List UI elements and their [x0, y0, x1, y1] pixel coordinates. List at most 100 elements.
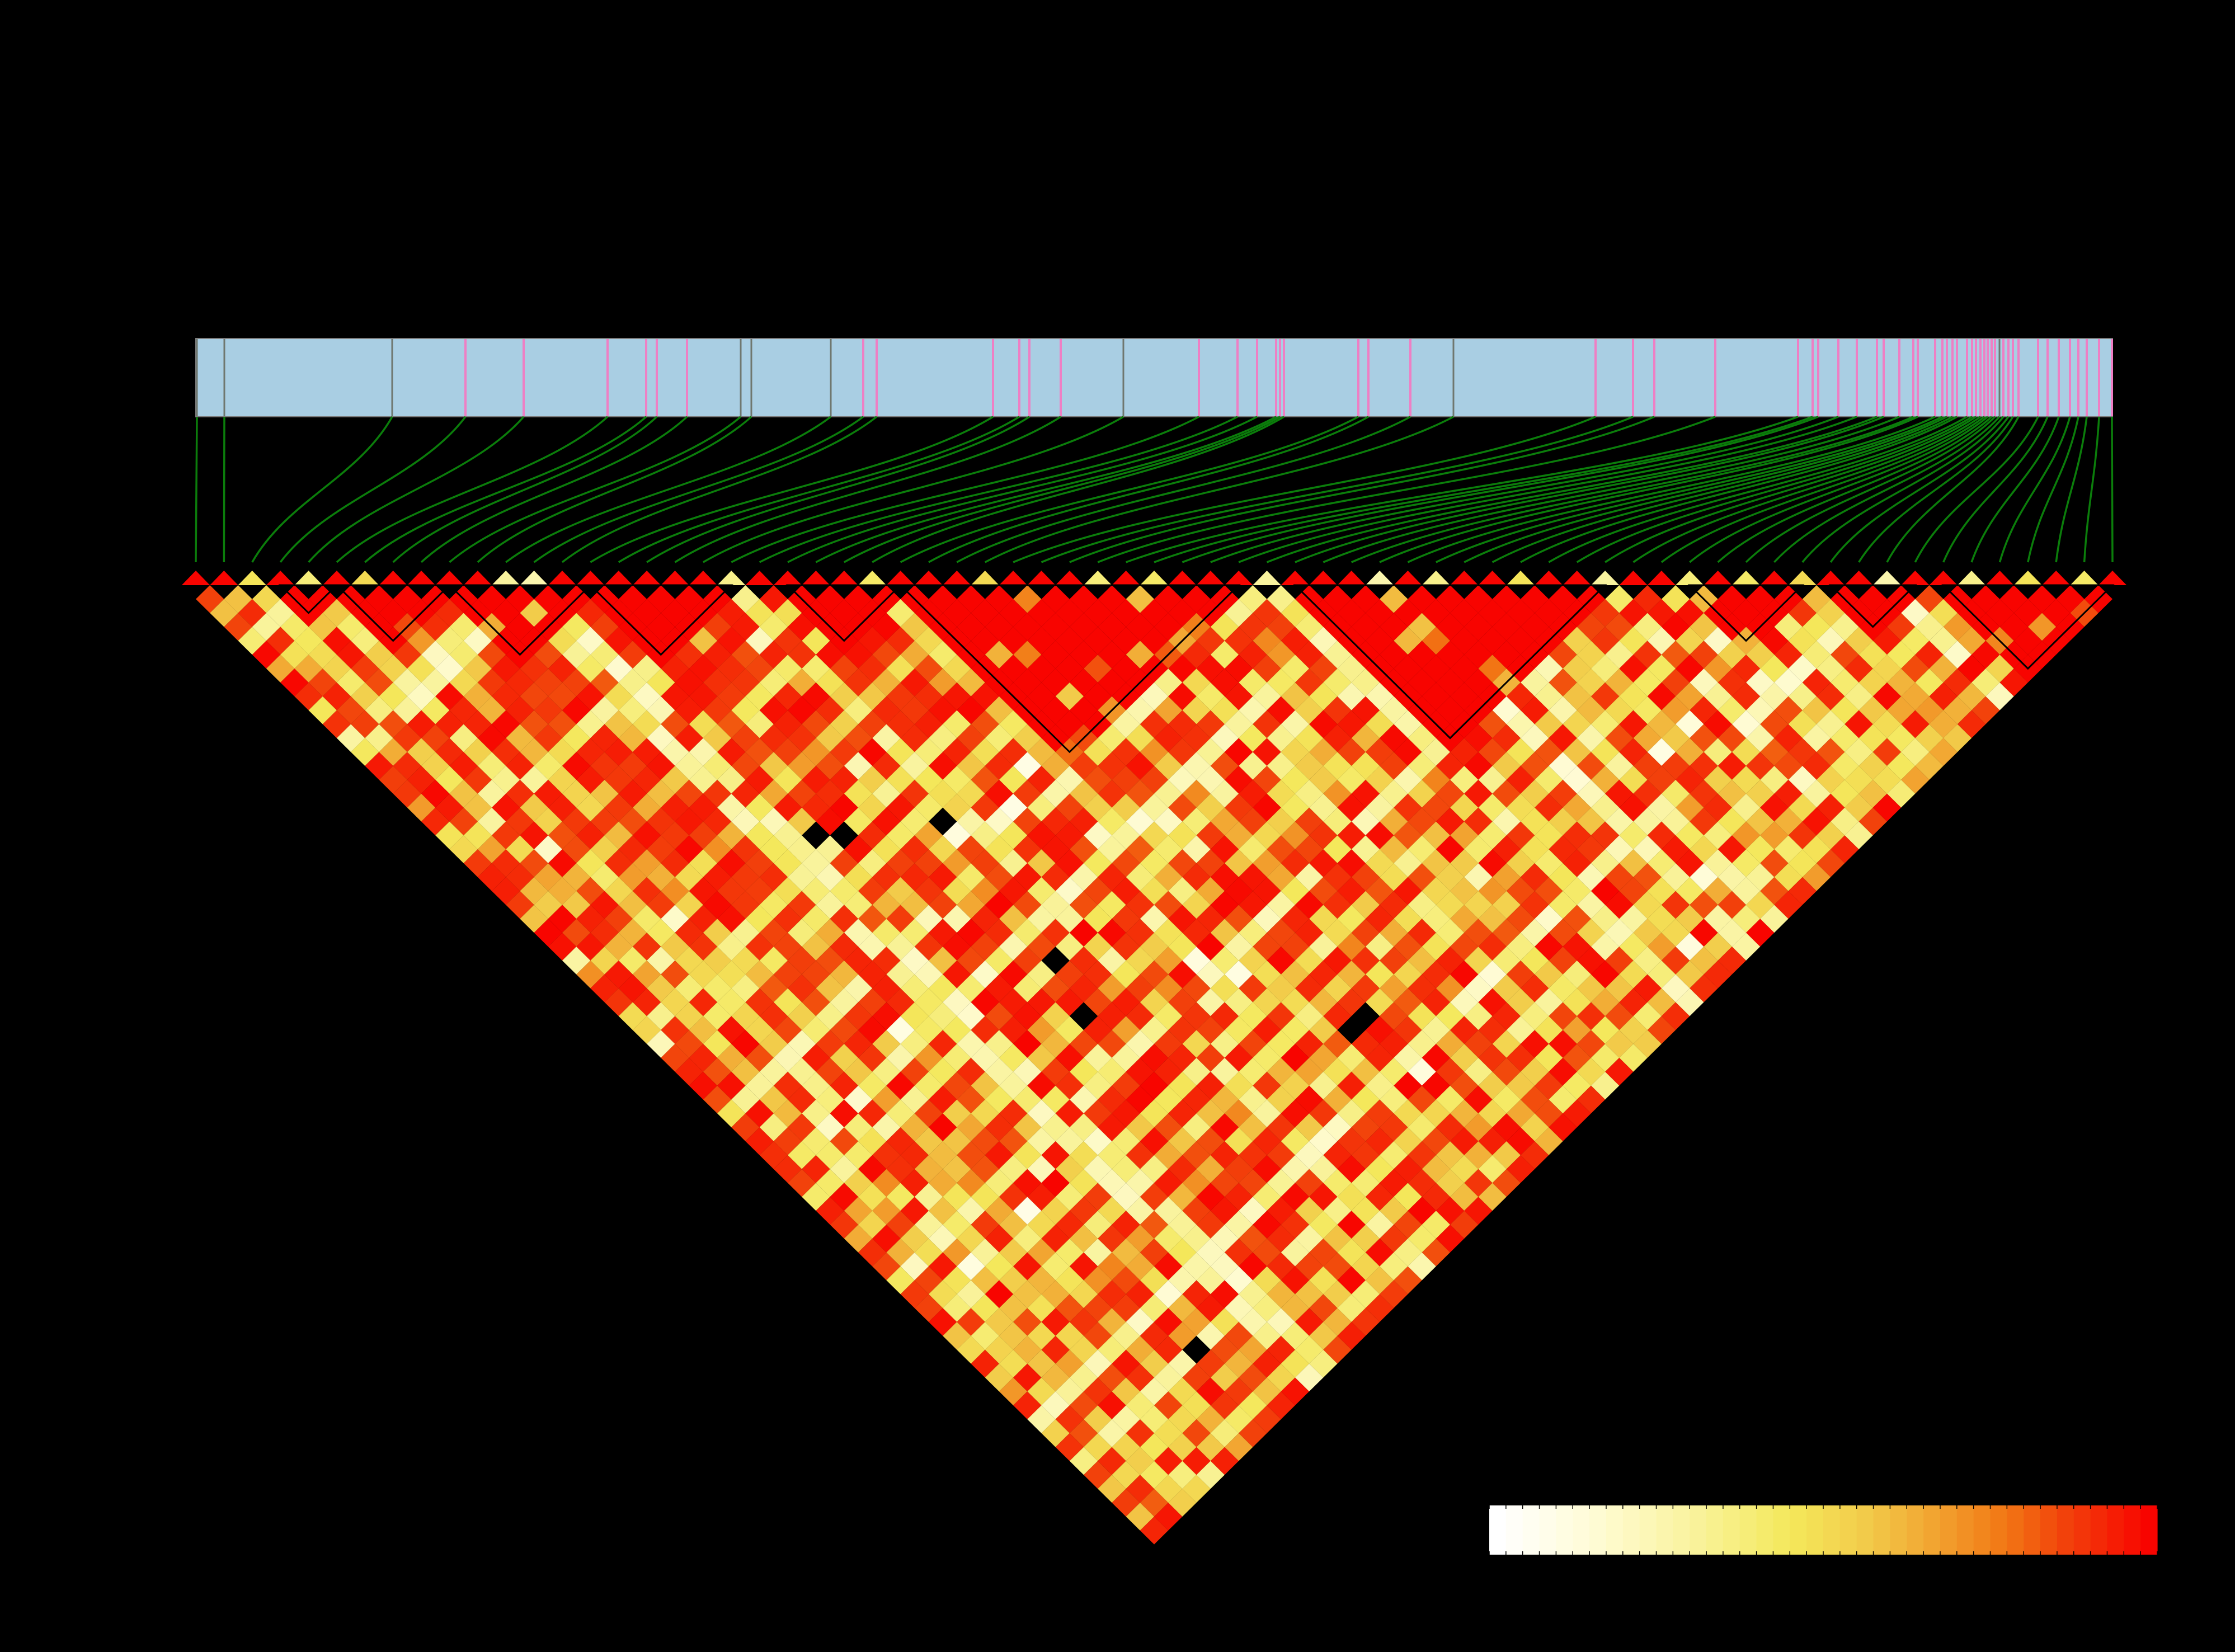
ld-cell [1154, 863, 1183, 891]
ld-cell [1535, 877, 1563, 905]
ld-cell [1154, 779, 1183, 808]
ld-cell [1577, 919, 1606, 947]
ld-cell [1182, 1085, 1211, 1114]
ld-cell [1872, 793, 1902, 822]
ld-cell [844, 835, 873, 863]
ld-cell [492, 766, 520, 794]
ld-cell [1224, 1294, 1253, 1322]
ld-cell [1168, 1377, 1197, 1406]
ld-cell [731, 752, 760, 780]
ld-cell [985, 974, 1014, 1003]
ld-cell [689, 766, 718, 794]
snp-map-line [561, 416, 878, 563]
ld-cell [1027, 1211, 1056, 1239]
ld-cell [1295, 1141, 1324, 1169]
ld-cell [407, 655, 436, 683]
color-key-segment [1673, 1505, 1690, 1555]
snp-map-line [759, 416, 1238, 563]
ld-cell [1196, 1294, 1225, 1322]
ld-cell [1295, 1280, 1324, 1309]
ld-cell [1450, 821, 1479, 850]
ld-cell [1605, 835, 1634, 863]
ld-cell [1831, 752, 1859, 780]
ld-cell [1464, 1197, 1493, 1225]
ld-cell [1605, 1057, 1634, 1086]
ld-cell [1196, 738, 1225, 766]
ld-cell [492, 849, 520, 877]
ld-cell [266, 599, 295, 627]
ld-cell [1140, 1071, 1169, 1100]
ld-cell [1886, 669, 1916, 696]
color-key-segment [1856, 1505, 1874, 1555]
ld-cell [1323, 1002, 1352, 1030]
ld-cell [1210, 1057, 1239, 1086]
ld-cell [985, 835, 1014, 863]
ld-cell [1182, 1113, 1211, 1141]
ld-cell [1915, 641, 1944, 669]
haplotype-block-outline [898, 584, 1241, 754]
ld-cell [1239, 724, 1267, 752]
snp-map-line [336, 416, 609, 563]
ld-cell [1239, 1308, 1267, 1336]
ld-cell [1013, 1113, 1042, 1141]
ld-cell [1619, 793, 1648, 822]
ld-cell [1281, 1322, 1310, 1350]
ld-cell [322, 682, 351, 710]
ld-cell [1901, 710, 1930, 738]
ld-cell [1126, 1141, 1154, 1169]
ld-cell [759, 974, 788, 1003]
snp-map-line [674, 416, 1061, 563]
ld-cell [1985, 682, 2014, 710]
ld-cell [689, 793, 718, 822]
ld-cell [745, 627, 774, 655]
ld-cell [1492, 641, 1521, 669]
ld-cell [816, 724, 844, 752]
ld-cell [252, 613, 281, 641]
ld-cell [1436, 613, 1465, 641]
ld-cell [1478, 988, 1507, 1016]
ld-cell [1901, 682, 1930, 710]
ld-cell [1168, 1211, 1197, 1239]
ld-cell [914, 1238, 943, 1267]
ld-cell [1239, 807, 1267, 836]
ld-cell [759, 1057, 788, 1086]
ld-cell [1027, 960, 1056, 989]
ld-cell [1690, 613, 1718, 641]
ld-cell [717, 710, 746, 738]
ld-cell [1478, 849, 1507, 877]
ld-cell [1154, 1391, 1183, 1419]
ld-cell [1224, 1211, 1253, 1239]
ld-cell [1549, 835, 1577, 863]
color-key-segment [1973, 1505, 1991, 1555]
ld-cell [1239, 1280, 1267, 1309]
ld-cell [999, 1211, 1028, 1239]
ld-cell [1253, 682, 1281, 710]
ld-cell [1309, 766, 1338, 794]
ld-cell [1704, 627, 1732, 655]
ld-cell [1520, 669, 1549, 696]
ld-cell [1788, 877, 1817, 905]
ld-cell [802, 905, 830, 933]
ld-cell [1605, 807, 1634, 836]
ld-cell [1351, 752, 1380, 780]
ld-cell [1041, 779, 1070, 808]
ld-cell [1055, 849, 1084, 877]
ld-cell [1563, 988, 1591, 1016]
ld-cell [1210, 1447, 1239, 1475]
ld-cell [1901, 738, 1930, 766]
ld-cell [759, 919, 788, 947]
ld-cell [1647, 988, 1676, 1016]
ld-cell [576, 905, 605, 933]
ld-cell [1774, 779, 1803, 808]
ld-cell [1182, 974, 1211, 1003]
snp-tip [886, 571, 915, 585]
ld-cell [872, 613, 901, 641]
snp-tip [1253, 571, 1281, 585]
ld-cell [1633, 947, 1662, 975]
ld-cell [1196, 627, 1225, 655]
ld-cell [1337, 1183, 1366, 1211]
ld-cell [1351, 613, 1380, 641]
snp-tip [492, 571, 520, 585]
ld-cell [1831, 669, 1859, 696]
snp-tip [661, 571, 689, 585]
